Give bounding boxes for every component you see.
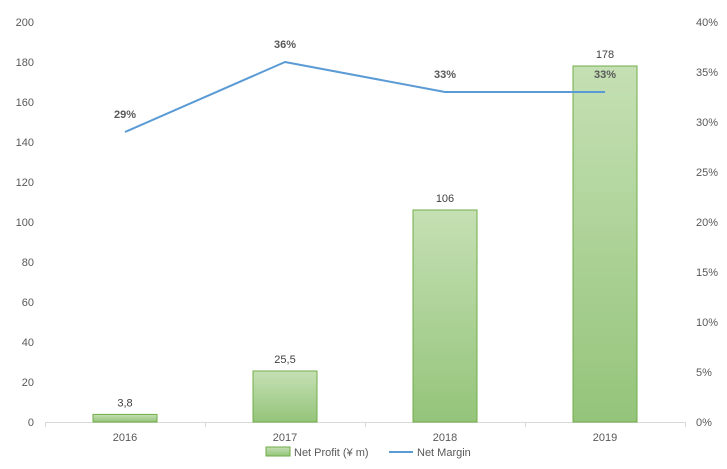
line-data-label: 29% <box>114 109 136 121</box>
left-axis-tick-label: 80 <box>22 257 34 269</box>
bar <box>572 65 638 423</box>
x-axis-tick-label: 2016 <box>113 432 137 444</box>
bar-data-label: 178 <box>596 49 614 61</box>
left-axis-tick-label: 200 <box>16 17 34 29</box>
left-axis-tick-label: 20 <box>22 377 34 389</box>
legend-label-net-margin: Net Margin <box>417 447 471 459</box>
legend: Net Profit (¥ m) Net Margin <box>265 446 471 459</box>
right-axis-tick-label: 30% <box>696 117 718 129</box>
bar-data-label: 106 <box>436 193 454 205</box>
left-axis: 0 20 40 60 80 100 120 140 160 180 200 <box>16 17 34 429</box>
x-axis-tick-label: 2018 <box>433 432 457 444</box>
left-axis-tick-label: 180 <box>16 57 34 69</box>
bar <box>412 209 478 423</box>
line-path <box>124 61 605 133</box>
legend-label-net-profit: Net Profit (¥ m) <box>294 447 369 459</box>
left-axis-tick-label: 100 <box>16 217 34 229</box>
line-data-label: 33% <box>594 69 616 81</box>
x-axis: 2016 2017 2018 2019 <box>45 422 686 444</box>
right-axis: 0% 5% 10% 15% 20% 25% 30% 35% 40% <box>696 17 718 429</box>
legend-swatch-net-profit <box>265 446 291 457</box>
line-data-label: 33% <box>434 69 456 81</box>
x-axis-tick-label: 2019 <box>593 432 617 444</box>
right-axis-tick-label: 40% <box>696 17 718 29</box>
bar-data-label: 25,5 <box>274 354 295 366</box>
line-data-label: 36% <box>274 39 296 51</box>
right-axis-tick-label: 5% <box>696 367 712 379</box>
bar-series: 3,8 25,5 106 178 <box>92 49 638 423</box>
left-axis-tick-label: 160 <box>16 97 34 109</box>
left-axis-tick-label: 0 <box>28 417 34 429</box>
line-series: 29% 36% 33% 33% <box>114 39 616 133</box>
right-axis-tick-label: 25% <box>696 167 718 179</box>
bar-data-label: 3,8 <box>117 397 132 409</box>
left-axis-tick-label: 120 <box>16 177 34 189</box>
bar <box>92 413 158 423</box>
right-axis-tick-label: 10% <box>696 317 718 329</box>
bar <box>252 370 318 423</box>
right-axis-tick-label: 20% <box>696 217 718 229</box>
left-axis-tick-label: 140 <box>16 137 34 149</box>
right-axis-tick-label: 0% <box>696 417 712 429</box>
right-axis-tick-label: 15% <box>696 267 718 279</box>
left-axis-tick-label: 60 <box>22 297 34 309</box>
right-axis-tick-label: 35% <box>696 67 718 79</box>
left-axis-tick-label: 40 <box>22 337 34 349</box>
x-axis-tick-label: 2017 <box>273 432 297 444</box>
